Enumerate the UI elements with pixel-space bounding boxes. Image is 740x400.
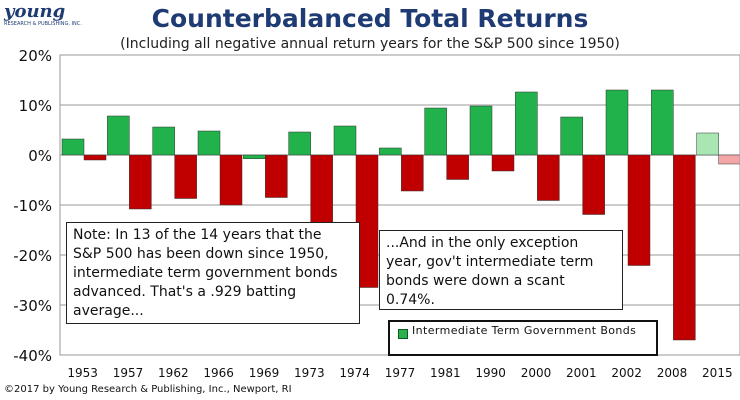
x-tick-label: 1966 xyxy=(203,366,234,380)
legend-label-bonds: Intermediate Term Government Bonds xyxy=(412,324,637,337)
copyright-footer: ©2017 by Young Research & Publishing, In… xyxy=(4,384,292,395)
company-logo: young RESEARCH & PUBLISHING, INC. xyxy=(4,3,84,33)
bar-bonds xyxy=(107,115,130,156)
note-right: ...And in the only exception year, gov't… xyxy=(379,230,623,310)
x-tick-label: 2000 xyxy=(521,366,552,380)
bar-sp500 xyxy=(446,154,469,180)
y-tick-label: -30% xyxy=(13,297,52,315)
bar-bonds xyxy=(515,91,538,156)
bar-bonds xyxy=(288,131,311,156)
bar-sp500 xyxy=(219,154,243,206)
bar-bonds xyxy=(243,154,266,159)
bar-sp500 xyxy=(718,154,740,165)
bar-sp500 xyxy=(582,154,605,215)
note-left: Note: In 13 of the 14 years that the S&P… xyxy=(66,222,360,324)
bar-bonds xyxy=(651,89,674,156)
chart-title: Counterbalanced Total Returns xyxy=(151,4,589,33)
logo-name: young xyxy=(4,1,66,22)
bar-sp500 xyxy=(83,154,107,161)
bar-bonds xyxy=(560,116,583,156)
bar-bonds xyxy=(379,147,402,156)
bar-bonds xyxy=(197,130,221,156)
x-tick-label: 1973 xyxy=(294,366,325,380)
bar-sp500 xyxy=(491,154,515,172)
legend-swatch-bonds xyxy=(398,329,408,339)
x-tick-label: 1977 xyxy=(385,366,416,380)
logo-subtext: RESEARCH & PUBLISHING, INC. xyxy=(4,21,82,27)
y-tick-label: 20% xyxy=(19,47,52,65)
y-axis-ticks: -40% -30% -20% -10% 0% 10% 20% xyxy=(13,47,52,365)
note-right-text: ...And in the only exception year, gov't… xyxy=(386,235,594,308)
bar-sp500 xyxy=(627,154,651,266)
bar-bonds xyxy=(696,132,719,156)
bar-bonds xyxy=(469,105,493,156)
bar-sp500 xyxy=(129,154,152,210)
chart-subtitle: (Including all negative annual return ye… xyxy=(120,36,620,52)
bar-sp500 xyxy=(355,154,379,288)
y-tick-label: 0% xyxy=(28,147,52,165)
bar-bonds xyxy=(424,107,447,156)
chart-legend: Intermediate Term Government Bonds xyxy=(388,320,658,356)
bar-sp500 xyxy=(537,154,560,201)
x-tick-label: 2015 xyxy=(702,366,733,380)
bar-bonds xyxy=(61,138,85,156)
x-axis-ticks: 1953 1957 1962 1966 1969 1973 1974 1977 1981 1990… xyxy=(67,366,732,380)
y-tick-label: -20% xyxy=(13,247,52,265)
x-tick-label: 1957 xyxy=(113,366,144,380)
x-tick-label: 1981 xyxy=(430,366,461,380)
x-tick-label: 1969 xyxy=(249,366,280,380)
x-tick-label: 1990 xyxy=(475,366,506,380)
bar-sp500 xyxy=(174,154,197,199)
x-tick-label: 2002 xyxy=(611,366,642,380)
note-left-text: Note: In 13 of the 14 years that the S&P… xyxy=(73,227,338,319)
y-tick-label: -10% xyxy=(13,197,52,215)
x-tick-label: 1953 xyxy=(67,366,98,380)
x-tick-label: 2008 xyxy=(657,366,688,380)
bar-bonds xyxy=(605,89,629,156)
bar-sp500 xyxy=(310,154,333,226)
x-tick-label: 1962 xyxy=(158,366,189,380)
bar-sp500 xyxy=(401,154,424,192)
x-tick-label: 1974 xyxy=(339,366,370,380)
bar-bonds xyxy=(152,126,175,156)
bar-bonds xyxy=(333,125,357,156)
y-tick-label: -40% xyxy=(13,347,52,365)
bar-sp500 xyxy=(673,154,696,341)
y-tick-label: 10% xyxy=(19,97,52,115)
chart-bars xyxy=(61,89,740,341)
bar-sp500 xyxy=(265,154,288,198)
x-tick-label: 2001 xyxy=(566,366,597,380)
